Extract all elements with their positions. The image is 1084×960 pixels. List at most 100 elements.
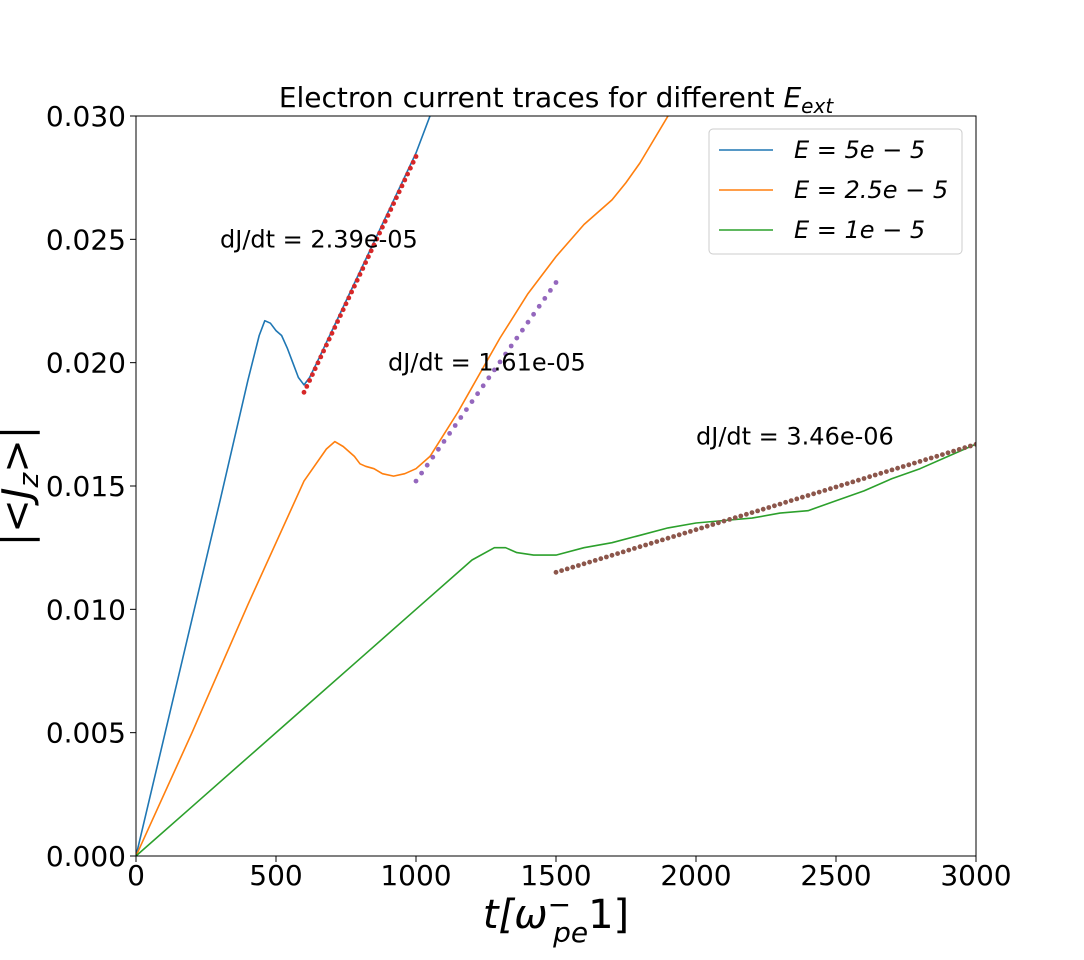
x-tick-label: 1500 bbox=[520, 859, 591, 892]
x-tick-label: 500 bbox=[249, 859, 302, 892]
fit-point-3 bbox=[643, 542, 648, 548]
fit-point-2 bbox=[413, 478, 419, 484]
y-tick-label: 0.010 bbox=[46, 593, 126, 626]
fit-point-1 bbox=[312, 366, 318, 372]
fit-point-1 bbox=[354, 277, 360, 283]
fit-point-2 bbox=[492, 367, 497, 373]
fit-point-3 bbox=[973, 441, 976, 447]
fit-point-3 bbox=[822, 488, 828, 493]
legend-label-2: E = 2.5e − 5 bbox=[794, 176, 948, 204]
fit-point-1 bbox=[338, 313, 343, 318]
series-line-2 bbox=[136, 116, 669, 856]
fit-point-1 bbox=[380, 224, 385, 230]
fit-point-3 bbox=[794, 496, 800, 502]
fit-point-2 bbox=[503, 351, 508, 357]
fit-point-1 bbox=[304, 384, 310, 389]
fit-point-1 bbox=[377, 230, 382, 236]
fit-point-1 bbox=[326, 336, 332, 342]
y-tick-label: 0.005 bbox=[46, 717, 126, 750]
fit-point-3 bbox=[570, 564, 576, 570]
series-line-3 bbox=[136, 443, 976, 856]
fit-point-3 bbox=[615, 551, 620, 556]
fit-point-2 bbox=[542, 296, 548, 301]
fit-point-1 bbox=[363, 260, 368, 265]
fit-point-2 bbox=[520, 327, 525, 333]
fit-point-3 bbox=[581, 561, 587, 567]
fit-point-3 bbox=[839, 482, 844, 488]
fit-annotation-1: dJ/dt = 2.39e-05 bbox=[220, 225, 418, 253]
fit-point-3 bbox=[878, 470, 884, 476]
fit-point-3 bbox=[889, 467, 895, 473]
fit-point-3 bbox=[749, 510, 755, 515]
fit-point-1 bbox=[408, 165, 413, 171]
fit-point-1 bbox=[315, 360, 321, 366]
fit-point-3 bbox=[856, 477, 861, 483]
fit-point-3 bbox=[884, 469, 889, 474]
legend-label-1: E = 5e − 5 bbox=[794, 136, 925, 164]
x-tick-label: 1000 bbox=[380, 859, 451, 892]
fit-point-2 bbox=[531, 311, 536, 317]
fit-point-2 bbox=[469, 399, 475, 404]
fit-point-3 bbox=[665, 535, 671, 541]
fit-point-3 bbox=[956, 447, 962, 452]
fit-point-2 bbox=[447, 431, 452, 436]
fit-point-3 bbox=[632, 546, 637, 551]
fit-point-1 bbox=[410, 159, 416, 165]
fit-point-2 bbox=[430, 454, 436, 460]
fit-point-1 bbox=[329, 330, 335, 336]
y-tick-label: 0.030 bbox=[46, 100, 126, 133]
fit-point-2 bbox=[525, 319, 531, 325]
fit-point-3 bbox=[704, 523, 710, 529]
fit-point-3 bbox=[872, 472, 878, 478]
fit-point-1 bbox=[318, 354, 324, 360]
fit-point-2 bbox=[436, 446, 441, 452]
fit-point-1 bbox=[307, 378, 312, 383]
fit-point-2 bbox=[424, 462, 430, 468]
fit-point-3 bbox=[710, 522, 716, 527]
x-tick-label: 2000 bbox=[660, 859, 731, 892]
fit-point-1 bbox=[399, 183, 405, 189]
fit-point-3 bbox=[900, 464, 906, 469]
annotation-layer: dJ/dt = 2.39e-05 dJ/dt = 1.61e-05 dJ/dt = … bbox=[220, 225, 894, 450]
fit-point-2 bbox=[486, 375, 492, 381]
fit-point-1 bbox=[394, 195, 399, 201]
fit-point-3 bbox=[895, 465, 900, 471]
x-tick-label: 2500 bbox=[800, 859, 871, 892]
fit-point-2 bbox=[508, 343, 514, 349]
y-tick-label: 0.015 bbox=[46, 470, 126, 503]
fit-point-1 bbox=[360, 266, 366, 271]
fit-point-1 bbox=[349, 289, 354, 295]
fit-point-1 bbox=[301, 389, 307, 395]
fit-point-3 bbox=[945, 450, 951, 456]
fit-annotation-3: dJ/dt = 3.46e-06 bbox=[696, 423, 894, 451]
legend: E = 5e − 5 E = 2.5e − 5 E = 1e − 5 bbox=[708, 128, 963, 255]
fit-point-3 bbox=[760, 506, 766, 512]
fit-point-3 bbox=[788, 498, 794, 503]
fit-point-3 bbox=[766, 505, 772, 510]
fit-annotation-2: dJ/dt = 1.61e-05 bbox=[388, 349, 586, 377]
fit-point-2 bbox=[514, 335, 520, 341]
fit-point-3 bbox=[833, 484, 839, 490]
fit-point-3 bbox=[783, 499, 788, 505]
fit-point-3 bbox=[800, 494, 805, 500]
y-tick-label: 0.000 bbox=[46, 840, 126, 873]
fit-point-2 bbox=[536, 303, 542, 309]
fit-point-1 bbox=[385, 213, 391, 218]
fit-point-1 bbox=[346, 295, 352, 301]
fit-point-3 bbox=[928, 455, 934, 461]
fit-point-3 bbox=[772, 503, 777, 509]
fit-point-1 bbox=[352, 283, 357, 289]
fit-point-3 bbox=[811, 491, 816, 497]
fit-point-3 bbox=[923, 457, 928, 463]
fit-point-3 bbox=[744, 511, 749, 517]
fit-point-2 bbox=[553, 280, 559, 285]
fit-point-3 bbox=[828, 486, 833, 492]
fit-point-3 bbox=[626, 547, 632, 553]
fit-point-3 bbox=[844, 481, 850, 486]
fit-point-3 bbox=[861, 476, 867, 481]
fit-point-3 bbox=[805, 493, 811, 498]
y-axis-label: |<Jz>| bbox=[0, 426, 45, 547]
fit-point-3 bbox=[934, 453, 940, 459]
fit-point-1 bbox=[388, 207, 394, 212]
